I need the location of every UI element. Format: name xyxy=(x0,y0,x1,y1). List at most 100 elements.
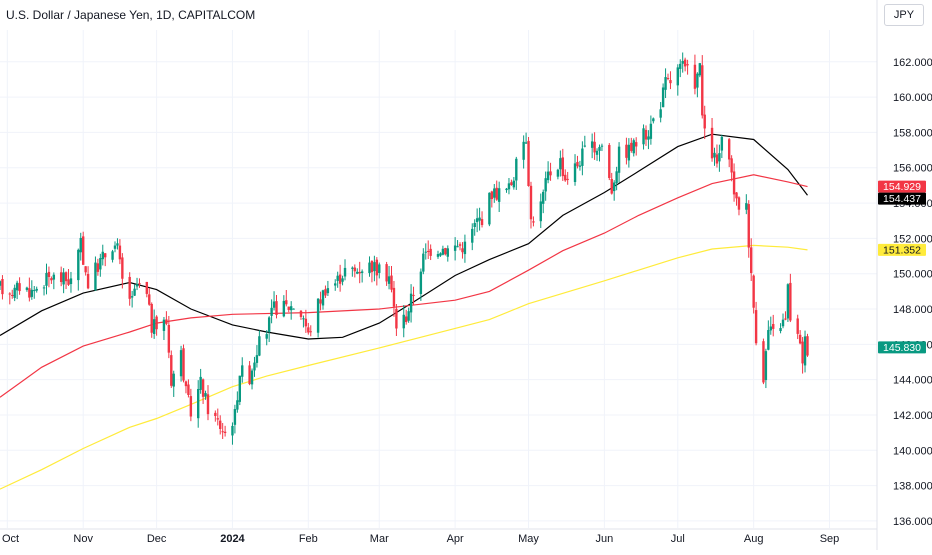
candle-body xyxy=(206,394,210,415)
candle-body xyxy=(104,253,107,258)
candle-body xyxy=(172,373,175,387)
price-axis[interactable]: 136.000138.000140.000142.000144.000146.0… xyxy=(876,0,932,550)
candle-body xyxy=(304,318,308,327)
candle-body xyxy=(595,150,599,155)
candle-body xyxy=(424,251,427,253)
candle-body xyxy=(566,178,569,180)
candle-body xyxy=(77,249,80,281)
candle-body xyxy=(456,246,459,248)
candle-body xyxy=(118,245,122,260)
candle-body xyxy=(299,310,303,317)
candle-body xyxy=(138,283,141,285)
price-badge-label: 154.437 xyxy=(883,193,921,205)
candle-body xyxy=(781,319,785,327)
price-badge xyxy=(878,180,926,193)
candle-body xyxy=(644,129,648,140)
candle-body xyxy=(786,284,790,319)
price-badge-label: 151.352 xyxy=(883,244,921,256)
candle-body xyxy=(50,278,53,281)
candle-body xyxy=(231,425,234,436)
candle-body xyxy=(659,109,662,118)
candle-body xyxy=(150,303,153,333)
candle-body xyxy=(598,146,601,151)
candle-body xyxy=(698,63,702,76)
candle-body xyxy=(25,287,29,290)
price-tick-label: 144.000 xyxy=(893,375,932,387)
candle-body xyxy=(727,139,731,160)
candle-body xyxy=(681,60,684,64)
price-badge xyxy=(878,341,926,354)
candle-body xyxy=(581,148,584,166)
candle-body xyxy=(703,114,706,129)
candle-body xyxy=(309,331,312,333)
candle-body xyxy=(642,128,645,145)
candle-body xyxy=(392,287,396,307)
candle-body xyxy=(35,288,38,291)
candle-body xyxy=(165,319,168,324)
candle-body xyxy=(630,142,633,151)
price-badge xyxy=(878,243,926,256)
candle-body xyxy=(52,274,56,280)
candle-body xyxy=(387,276,391,284)
candle-body xyxy=(282,300,286,317)
candle-body xyxy=(715,154,719,164)
candle-body xyxy=(145,281,149,294)
time-tick-label: Feb xyxy=(299,533,318,545)
candle-body xyxy=(497,188,501,202)
candle-body xyxy=(373,262,376,272)
time-tick-label: Jul xyxy=(671,533,685,545)
moving-average-line-2 xyxy=(0,174,808,398)
candle-body xyxy=(30,289,34,297)
candle-body xyxy=(686,64,689,66)
candle-body xyxy=(128,276,131,299)
candle-body xyxy=(647,136,650,140)
candle-body xyxy=(524,142,528,144)
candle-body xyxy=(720,136,724,151)
candle-body xyxy=(236,400,239,410)
price-tick-label: 142.000 xyxy=(893,410,932,422)
candle-body xyxy=(803,336,807,366)
currency-button[interactable]: JPY xyxy=(884,4,924,26)
time-axis[interactable]: Oct Nov Dec 2024 Feb Mar Apr May Jun Jul Aug Sep xyxy=(0,528,877,545)
candle-body xyxy=(461,248,464,253)
candle-body xyxy=(99,258,102,270)
candle-body xyxy=(204,393,207,397)
candle-body xyxy=(635,142,638,147)
candle-body xyxy=(556,169,560,177)
candle-body xyxy=(669,80,672,84)
candle-body xyxy=(69,278,73,285)
price-tick-label: 136.000 xyxy=(893,516,932,528)
price-badge-label: 145.830 xyxy=(883,342,921,354)
candle-body xyxy=(600,145,604,147)
candle-body xyxy=(18,283,21,292)
candle-body xyxy=(593,141,596,153)
candle-body xyxy=(370,261,374,273)
candle-body xyxy=(475,218,479,223)
candle-body xyxy=(270,307,273,316)
candle-body xyxy=(241,365,244,377)
candle-body xyxy=(798,334,802,344)
candle-body xyxy=(216,418,219,420)
candle-body xyxy=(429,248,432,256)
candle-body xyxy=(789,282,792,321)
candle-body xyxy=(549,171,552,176)
candle-body xyxy=(319,299,322,304)
candle-body xyxy=(267,317,271,332)
candle-body xyxy=(116,243,119,246)
candle-body xyxy=(111,251,114,260)
candle-body xyxy=(676,67,679,86)
candle-body xyxy=(436,254,440,257)
candle-body xyxy=(59,272,63,283)
candle-body xyxy=(13,287,16,298)
candle-body xyxy=(265,334,268,339)
candle-body xyxy=(559,158,562,170)
candle-body xyxy=(402,314,405,329)
candle-body xyxy=(84,266,87,273)
candle-body xyxy=(233,409,237,425)
candle-body xyxy=(632,140,635,154)
candle-body xyxy=(321,290,325,306)
candle-body xyxy=(223,431,227,434)
candle-body xyxy=(155,316,158,330)
candle-body xyxy=(412,294,415,296)
